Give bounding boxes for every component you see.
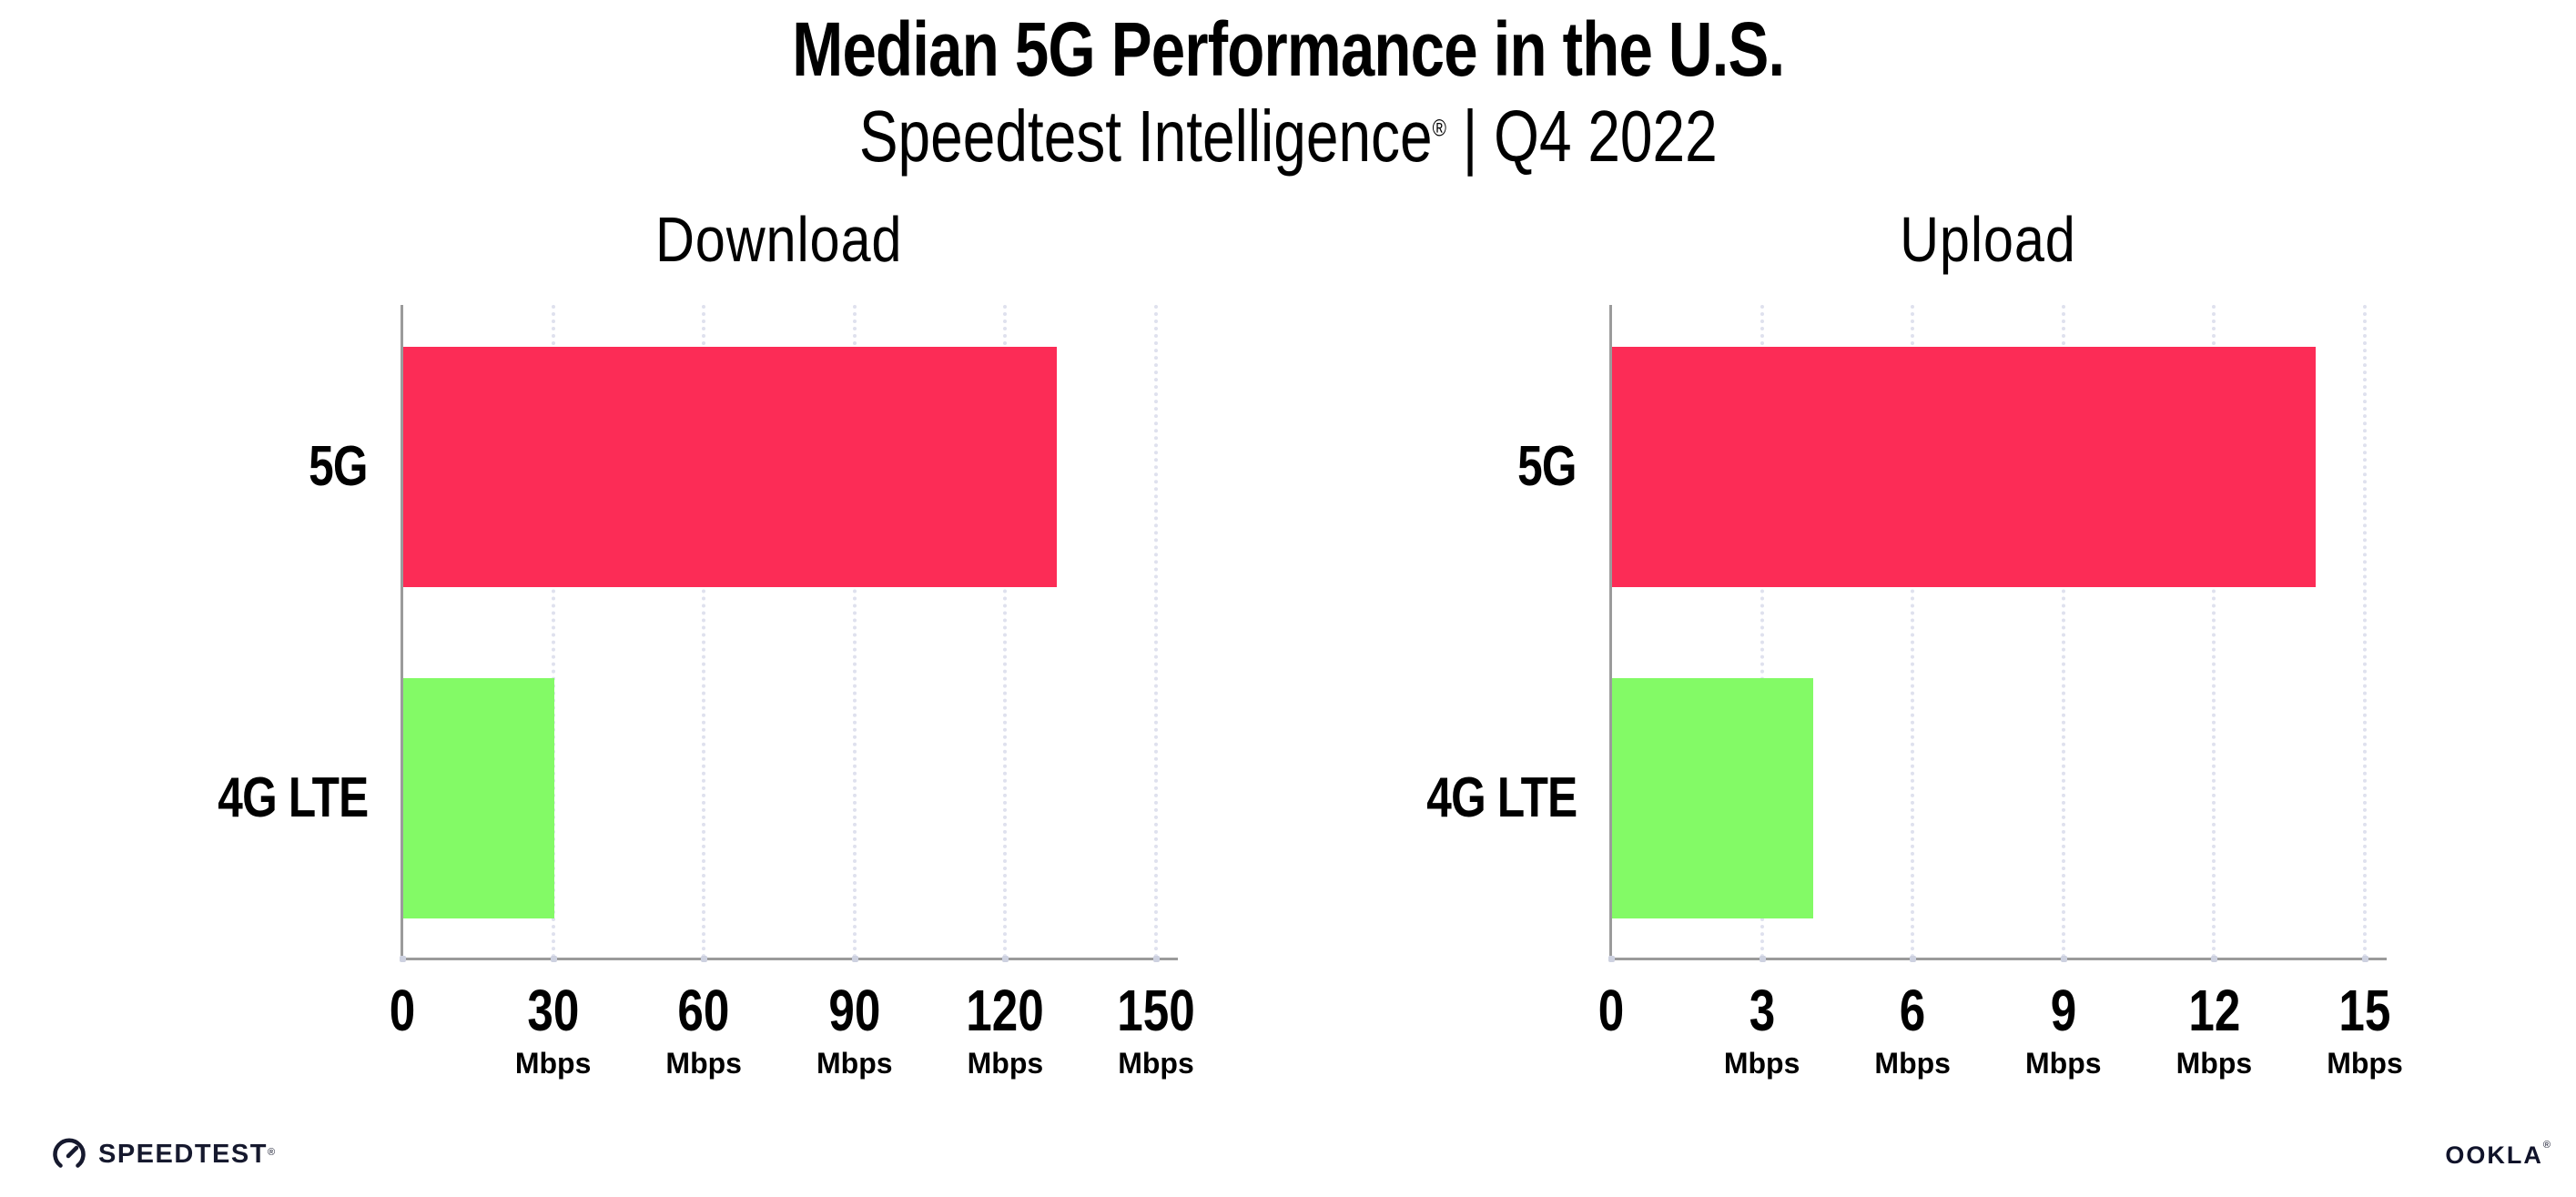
- tick-dot-9: [2060, 956, 2067, 962]
- ookla-logo: OOKLA®: [2445, 1140, 2551, 1170]
- chart-main-title: Median 5G Performance in the U.S.: [0, 9, 2576, 89]
- ookla-registered-icon: ®: [2542, 1140, 2551, 1151]
- tick-value-0: 0: [389, 978, 416, 1043]
- download-chart-title-text: Download: [655, 204, 903, 275]
- tick-unit-15: Mbps: [2327, 1047, 2403, 1080]
- chart-subtitle: Speedtest Intelligence® | Q4 2022: [0, 98, 2576, 175]
- subtitle-period: | Q4 2022: [1445, 96, 1718, 177]
- tick-dot-60: [701, 956, 708, 962]
- bar-5g: [403, 347, 1057, 587]
- speedtest-gauge-icon: [53, 1138, 86, 1168]
- gridline-15: [2363, 305, 2367, 959]
- gridline-30: [551, 305, 555, 959]
- tick-label-150: 150 Mbps: [1108, 978, 1205, 1080]
- download-x-axis: [401, 958, 1178, 960]
- tick-label-30: 30 Mbps: [514, 978, 592, 1080]
- category-label-5g: 5G: [309, 435, 368, 498]
- tick-label-3: 3 Mbps: [1723, 978, 1800, 1080]
- chart-subtitle-text: Speedtest Intelligence® | Q4 2022: [859, 98, 1718, 175]
- upload-chart-title-text: Upload: [1900, 204, 2076, 275]
- tick-label-120: 120 Mbps: [957, 978, 1054, 1080]
- tick-unit-3: Mbps: [1723, 1047, 1800, 1080]
- tick-label-60: 60 Mbps: [665, 978, 742, 1080]
- tick-value-90: 90: [828, 978, 881, 1043]
- tick-unit-9: Mbps: [2025, 1047, 2102, 1080]
- gridline-6: [1911, 305, 1915, 959]
- tick-label-12: 12 Mbps: [2175, 978, 2253, 1080]
- tick-dot-3: [1759, 956, 1766, 962]
- ookla-wordmark: OOKLA: [2445, 1141, 2543, 1169]
- tick-value-3: 3: [1749, 978, 1775, 1043]
- subtitle-brand: Speedtest Intelligence: [858, 96, 1433, 177]
- tick-label-15: 15 Mbps: [2327, 978, 2403, 1080]
- category-label-4g-lte: 4G LTE: [217, 766, 369, 829]
- speedtest-wordmark: SPEEDTEST: [98, 1139, 268, 1169]
- speedtest-logo: SPEEDTEST ®: [49, 1134, 275, 1174]
- tick-value-0: 0: [1597, 978, 1625, 1043]
- download-chart: Download 5G 4G LTE 0 30 Mbps 60 Mbps 90 Mbps 120…: [218, 204, 1195, 1078]
- gridline-90: [852, 305, 857, 959]
- tick-unit-30: Mbps: [514, 1047, 592, 1080]
- tick-dot-0: [1608, 956, 1615, 962]
- tick-label-9: 9 Mbps: [2025, 978, 2102, 1080]
- tick-dot-90: [851, 956, 858, 962]
- tick-value-15: 15: [2338, 978, 2391, 1043]
- tick-dot-0: [400, 956, 406, 962]
- speedtest-trademark-icon: ®: [267, 1147, 276, 1158]
- tick-unit-120: Mbps: [967, 1047, 1044, 1080]
- upload-chart: Upload 5G 4G LTE 0 3 Mbps 6 Mbps 9 Mbps 12 Mbps 15…: [1426, 204, 2403, 1078]
- download-y-axis: [401, 305, 403, 961]
- tick-dot-15: [2362, 956, 2368, 962]
- tick-value-12: 12: [2187, 978, 2240, 1043]
- category-label-4g-lte: 4G LTE: [1425, 766, 1577, 829]
- gridline-150: [1154, 305, 1158, 959]
- category-label-5g: 5G: [1517, 435, 1577, 498]
- gridline-120: [1003, 305, 1008, 959]
- bar-4g-lte: [403, 678, 554, 918]
- tick-value-120: 120: [966, 978, 1045, 1043]
- tick-unit-12: Mbps: [2175, 1047, 2253, 1080]
- tick-dot-30: [550, 956, 557, 962]
- tick-value-9: 9: [2050, 978, 2077, 1043]
- tick-dot-150: [1153, 956, 1160, 962]
- gridline-3: [1760, 305, 1764, 959]
- tick-unit-6: Mbps: [1874, 1047, 1951, 1080]
- chart-main-title-text: Median 5G Performance in the U.S.: [791, 6, 1785, 92]
- download-chart-title: Download: [402, 203, 1156, 276]
- upload-chart-title: Upload: [1611, 203, 2365, 276]
- tick-value-30: 30: [527, 978, 580, 1043]
- upload-x-axis: [1609, 958, 2387, 960]
- gridline-60: [702, 305, 706, 959]
- tick-dot-6: [1910, 956, 1917, 962]
- tick-label-90: 90 Mbps: [816, 978, 893, 1080]
- tick-dot-12: [2211, 956, 2218, 962]
- tick-label-0: 0: [386, 978, 419, 1043]
- tick-value-6: 6: [1899, 978, 1926, 1043]
- upload-y-axis: [1609, 305, 1612, 961]
- tick-label-6: 6 Mbps: [1874, 978, 1951, 1080]
- tick-value-60: 60: [677, 978, 730, 1043]
- tick-dot-120: [1002, 956, 1009, 962]
- tick-unit-150: Mbps: [1118, 1047, 1194, 1080]
- bar-5g: [1612, 347, 2316, 587]
- gridline-9: [2061, 305, 2065, 959]
- tick-value-150: 150: [1117, 978, 1195, 1043]
- bar-4g-lte: [1612, 678, 1813, 918]
- gridline-12: [2212, 305, 2216, 959]
- tick-unit-60: Mbps: [665, 1047, 742, 1080]
- registered-mark: ®: [1432, 114, 1446, 142]
- tick-label-0: 0: [1595, 978, 1628, 1043]
- tick-unit-90: Mbps: [816, 1047, 893, 1080]
